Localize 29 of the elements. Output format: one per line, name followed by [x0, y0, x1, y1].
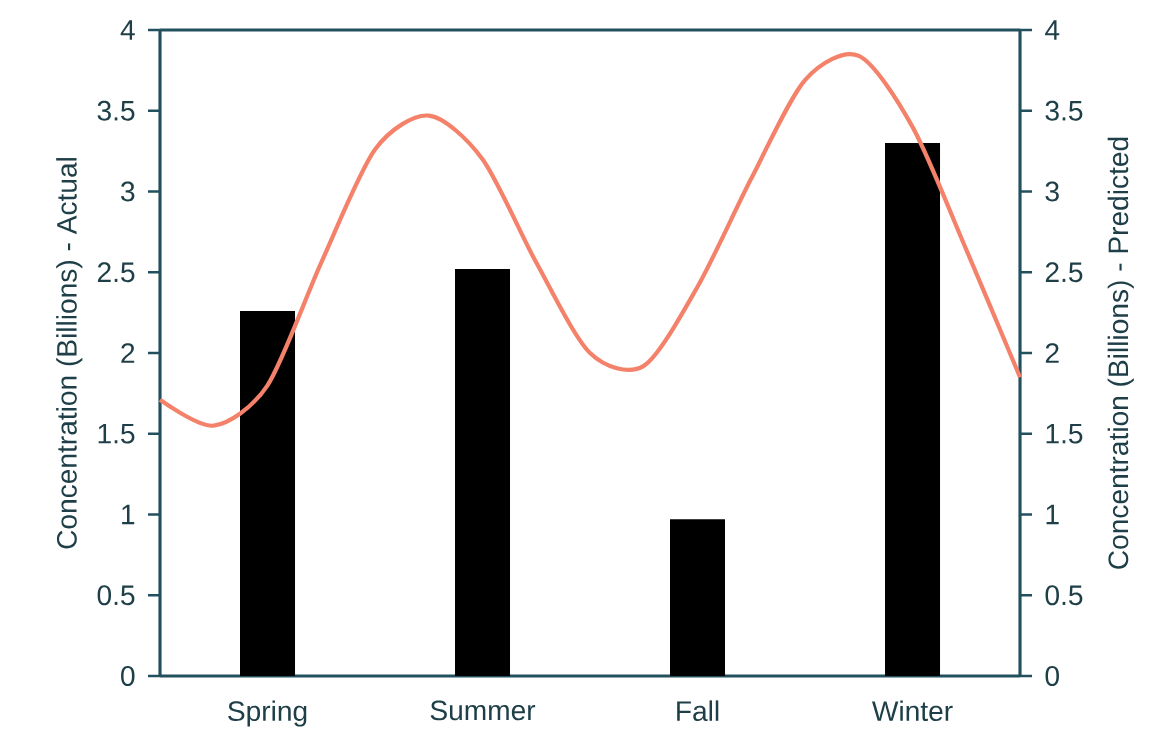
x-tick-label: Winter — [872, 700, 953, 721]
y-tick-label: 4 — [120, 20, 135, 40]
y-axis-title: Concentration (Billions) - Actual — [56, 157, 83, 549]
y-tick-label: 1 — [122, 504, 135, 524]
y-tick-label: 0 — [121, 665, 135, 686]
x-tick-label: Spring — [228, 700, 307, 727]
y2-tick-label: 0.5 — [1045, 585, 1083, 606]
y2-tick-label: 0 — [1045, 665, 1059, 686]
bar — [455, 268, 511, 676]
y2-tick-label: 3 — [1045, 181, 1059, 202]
x-tick-label: Summer — [430, 700, 536, 721]
bar — [885, 142, 941, 676]
y-tick-label: 1.5 — [98, 423, 135, 444]
y-tick-label: 2.5 — [97, 262, 135, 283]
y2-axis-title: Concentration (Billions) - Predicted — [1107, 137, 1134, 569]
x-tick-label: Fall — [677, 700, 719, 721]
bar — [670, 519, 726, 676]
y-tick-label: 0.5 — [97, 585, 135, 606]
y-tick-label: 2 — [121, 343, 135, 363]
y2-tick-label: 1 — [1046, 504, 1059, 524]
line-series — [157, 52, 1023, 428]
y-tick-label: 3.5 — [97, 100, 135, 121]
y2-tick-label: 3.5 — [1045, 100, 1083, 121]
y2-tick-label: 1.5 — [1046, 423, 1083, 444]
y2-tick-label: 2 — [1045, 343, 1059, 363]
bar — [240, 310, 296, 676]
y2-tick-label: 2.5 — [1045, 262, 1083, 283]
y-tick-label: 3 — [121, 181, 135, 202]
y2-tick-label: 4 — [1045, 20, 1060, 40]
